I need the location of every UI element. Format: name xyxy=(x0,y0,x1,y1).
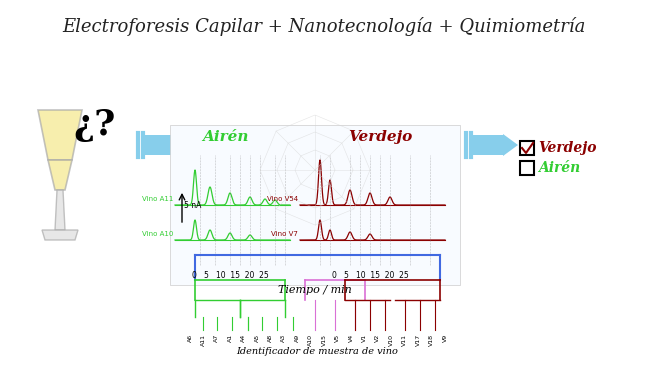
Bar xyxy=(520,161,534,175)
Text: ¿?: ¿? xyxy=(74,108,116,142)
Text: A11: A11 xyxy=(201,334,206,346)
Text: A10: A10 xyxy=(308,334,313,346)
Text: Vino A11: Vino A11 xyxy=(141,196,173,202)
Text: A9: A9 xyxy=(295,334,300,342)
Text: Tiempo / min: Tiempo / min xyxy=(278,285,352,295)
Text: V10: V10 xyxy=(389,334,394,346)
Text: Verdejo: Verdejo xyxy=(538,141,596,155)
FancyArrow shape xyxy=(145,134,185,156)
Text: Vino V54: Vino V54 xyxy=(267,196,298,202)
Text: V2: V2 xyxy=(375,334,380,342)
Text: Airén: Airén xyxy=(538,161,580,175)
Polygon shape xyxy=(55,190,65,230)
Text: Vino A10: Vino A10 xyxy=(141,231,173,237)
Text: Verdejo: Verdejo xyxy=(348,130,412,144)
Text: A1: A1 xyxy=(228,334,233,342)
Text: Electroforesis Capilar + Nanotecnología + Quimiometría: Electroforesis Capilar + Nanotecnología … xyxy=(62,17,585,36)
FancyBboxPatch shape xyxy=(170,125,460,285)
Text: A5: A5 xyxy=(254,334,260,342)
Text: Airén: Airén xyxy=(202,130,249,144)
Text: 0   5   10  15  20  25: 0 5 10 15 20 25 xyxy=(191,271,269,280)
Text: A8: A8 xyxy=(268,334,273,342)
Text: A4: A4 xyxy=(241,334,246,342)
Polygon shape xyxy=(48,160,72,190)
Bar xyxy=(520,141,534,155)
Text: Identificador de muestra de vino: Identificador de muestra de vino xyxy=(237,347,398,356)
Text: V15: V15 xyxy=(322,334,326,346)
Text: A6: A6 xyxy=(188,334,193,342)
Text: V5: V5 xyxy=(335,334,340,342)
Polygon shape xyxy=(42,230,78,240)
FancyArrow shape xyxy=(145,134,190,156)
Text: V11: V11 xyxy=(402,334,407,346)
Text: Vino V7: Vino V7 xyxy=(271,231,298,237)
Text: V1: V1 xyxy=(362,334,367,342)
Text: V4: V4 xyxy=(349,334,354,342)
FancyArrow shape xyxy=(149,134,189,156)
Text: V18: V18 xyxy=(429,334,434,346)
FancyArrow shape xyxy=(473,134,518,156)
Text: V17: V17 xyxy=(415,334,421,346)
FancyArrow shape xyxy=(141,134,181,156)
Text: A3: A3 xyxy=(282,334,286,342)
Text: 0   5   10  15  20  25: 0 5 10 15 20 25 xyxy=(332,271,408,280)
Polygon shape xyxy=(38,110,82,160)
Text: V9: V9 xyxy=(443,334,448,342)
Text: 5 nA: 5 nA xyxy=(184,200,201,210)
Text: A7: A7 xyxy=(214,334,219,342)
